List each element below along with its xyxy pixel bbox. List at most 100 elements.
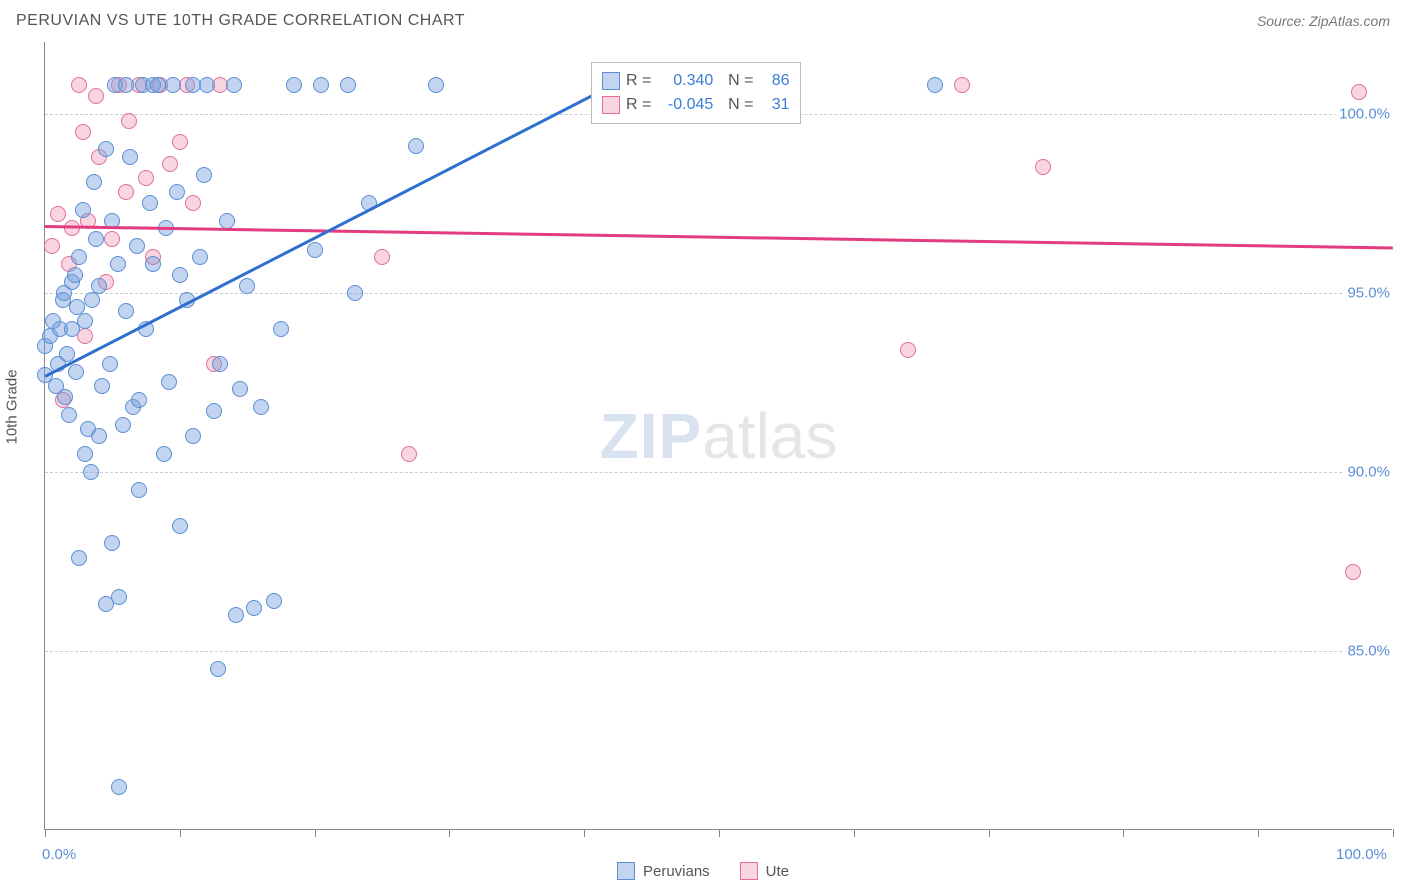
stat-n-label: N = bbox=[719, 93, 753, 117]
peruvians-marker bbox=[94, 378, 110, 394]
ute-marker bbox=[64, 220, 80, 236]
stat-r-value: -0.045 bbox=[657, 93, 713, 117]
bottom-legend: Peruvians Ute bbox=[617, 862, 789, 880]
ute-marker bbox=[1345, 564, 1361, 580]
peruvians-marker bbox=[83, 464, 99, 480]
stat-n-value: 86 bbox=[760, 69, 790, 93]
ute-marker bbox=[75, 124, 91, 140]
stats-row: R =-0.045 N = 31 bbox=[602, 93, 790, 117]
peruvians-marker bbox=[273, 321, 289, 337]
peruvians-marker bbox=[192, 249, 208, 265]
peruvians-marker bbox=[246, 600, 262, 616]
x-tick bbox=[989, 829, 990, 837]
peruvians-marker bbox=[91, 428, 107, 444]
ute-marker bbox=[138, 170, 154, 186]
y-tick-label: 85.0% bbox=[1343, 642, 1394, 659]
peruvians-marker bbox=[118, 303, 134, 319]
x-max-label: 100.0% bbox=[1336, 846, 1387, 863]
grid-line bbox=[45, 472, 1392, 473]
legend-item: Ute bbox=[740, 862, 789, 880]
watermark: ZIPatlas bbox=[600, 399, 838, 473]
peruvians-marker bbox=[408, 138, 424, 154]
chart-title: PERUVIAN VS UTE 10TH GRADE CORRELATION C… bbox=[16, 12, 465, 30]
y-tick-label: 100.0% bbox=[1335, 105, 1394, 122]
ute-marker bbox=[104, 231, 120, 247]
peruvians-marker bbox=[226, 77, 242, 93]
stat-n-label: N = bbox=[719, 69, 753, 93]
x-tick bbox=[45, 829, 46, 837]
ute-marker bbox=[1351, 84, 1367, 100]
peruvians-marker bbox=[169, 184, 185, 200]
peruvians-marker bbox=[129, 238, 145, 254]
peruvians-marker bbox=[91, 278, 107, 294]
peruvians-marker bbox=[219, 213, 235, 229]
ute-marker bbox=[185, 195, 201, 211]
ute-marker bbox=[1035, 159, 1051, 175]
peruvians-marker bbox=[210, 661, 226, 677]
stat-n-value: 31 bbox=[760, 93, 790, 117]
peruvians-marker bbox=[239, 278, 255, 294]
peruvians-marker bbox=[67, 267, 83, 283]
peruvians-marker bbox=[131, 392, 147, 408]
legend-label: Ute bbox=[766, 863, 789, 880]
legend-label: Peruvians bbox=[643, 863, 710, 880]
stat-r-label: R = bbox=[626, 93, 651, 117]
y-axis-label: 10th Grade bbox=[4, 369, 21, 444]
legend-swatch bbox=[602, 72, 620, 90]
peruvians-marker bbox=[196, 167, 212, 183]
legend-swatch bbox=[617, 862, 635, 880]
ute-marker bbox=[954, 77, 970, 93]
watermark-atlas: atlas bbox=[702, 400, 837, 472]
peruvians-marker bbox=[347, 285, 363, 301]
ute-marker bbox=[162, 156, 178, 172]
ute-marker bbox=[118, 184, 134, 200]
legend-swatch bbox=[602, 96, 620, 114]
peruvians-marker bbox=[61, 407, 77, 423]
peruvians-marker bbox=[161, 374, 177, 390]
legend-swatch bbox=[740, 862, 758, 880]
ute-marker bbox=[77, 328, 93, 344]
peruvians-marker bbox=[75, 202, 91, 218]
legend-item: Peruvians bbox=[617, 862, 710, 880]
peruvians-marker bbox=[228, 607, 244, 623]
chart-header: PERUVIAN VS UTE 10TH GRADE CORRELATION C… bbox=[0, 0, 1406, 42]
peruvians-marker bbox=[428, 77, 444, 93]
peruvians-marker bbox=[111, 779, 127, 795]
peruvians-marker bbox=[110, 256, 126, 272]
peruvians-marker bbox=[111, 589, 127, 605]
peruvians-marker bbox=[206, 403, 222, 419]
peruvians-marker bbox=[307, 242, 323, 258]
peruvians-marker bbox=[57, 389, 73, 405]
peruvians-marker bbox=[145, 256, 161, 272]
ute-marker bbox=[71, 77, 87, 93]
ute-marker bbox=[50, 206, 66, 222]
peruvians-marker bbox=[313, 77, 329, 93]
stat-r-label: R = bbox=[626, 69, 651, 93]
peruvians-marker bbox=[84, 292, 100, 308]
grid-line bbox=[45, 651, 1392, 652]
x-tick bbox=[719, 829, 720, 837]
peruvians-marker bbox=[199, 77, 215, 93]
peruvians-marker bbox=[71, 249, 87, 265]
peruvians-marker bbox=[172, 267, 188, 283]
watermark-zip: ZIP bbox=[600, 400, 703, 472]
peruvians-marker bbox=[115, 417, 131, 433]
ute-marker bbox=[374, 249, 390, 265]
x-tick bbox=[180, 829, 181, 837]
peruvians-marker bbox=[118, 77, 134, 93]
peruvians-marker bbox=[142, 195, 158, 211]
ute-marker bbox=[44, 238, 60, 254]
y-tick-label: 90.0% bbox=[1343, 463, 1394, 480]
stat-r-value: 0.340 bbox=[657, 69, 713, 93]
peruvians-marker bbox=[104, 535, 120, 551]
ute-trend-line bbox=[45, 225, 1393, 249]
peruvians-marker bbox=[77, 313, 93, 329]
peruvians-marker bbox=[232, 381, 248, 397]
peruvians-marker bbox=[122, 149, 138, 165]
peruvians-marker bbox=[253, 399, 269, 415]
peruvians-marker bbox=[59, 346, 75, 362]
ute-marker bbox=[401, 446, 417, 462]
x-tick bbox=[1123, 829, 1124, 837]
peruvians-marker bbox=[172, 518, 188, 534]
x-min-label: 0.0% bbox=[42, 846, 76, 863]
